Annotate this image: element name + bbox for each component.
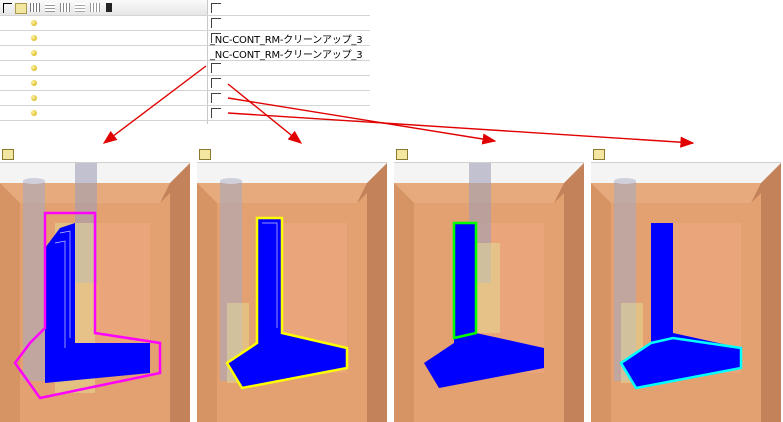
toolpath-render [197,163,387,422]
viewport-canvas[interactable] [591,163,781,422]
operation-tree: _NC-CONT_RM-クリーンアップ_3 _NC-CONT_RM-クリーンアッ… [0,0,370,124]
tree-row[interactable] [0,90,370,106]
viewport-icon [199,149,211,160]
viewport-canvas[interactable] [394,163,584,422]
viewport-titlebar [0,145,190,163]
visibility-checkbox[interactable] [211,93,221,103]
grid-icon[interactable] [30,3,40,12]
viewport-panel-2[interactable] [197,145,387,422]
tree-row-selected[interactable]: _NC-CONT_RM-クリーンアップ_3 [0,45,370,61]
visibility-checkbox[interactable] [211,3,221,13]
visibility-checkbox[interactable] [211,18,221,28]
operation-icon [31,20,37,26]
visibility-checkbox[interactable] [211,33,221,43]
tree-row[interactable] [0,75,370,91]
operation-icon [31,65,37,71]
visibility-checkbox[interactable] [211,63,221,73]
operation-icon [31,50,37,56]
visibility-checkbox[interactable] [211,108,221,118]
toolpath-render [0,163,190,422]
viewport-icon [593,149,605,160]
viewport-icon [396,149,408,160]
viewport-canvas[interactable] [197,163,387,422]
viewport-panel-4[interactable] [591,145,781,422]
operation-icon [31,95,37,101]
viewport-titlebar [394,145,584,163]
viewport-panel-1[interactable] [0,145,190,422]
tree-row[interactable]: _NC-CONT_RM-クリーンアップ_3 [0,30,370,46]
tree-row[interactable] [0,0,370,16]
dropdown-icon[interactable] [106,3,112,12]
viewport-titlebar [591,145,781,163]
tree-row[interactable] [0,15,370,31]
row-name: _NC-CONT_RM-クリーンアップ_3 [210,50,363,61]
viewport-panel-3[interactable] [394,145,584,422]
operation-icon [31,35,37,41]
viewport-canvas[interactable] [0,163,190,422]
viewport-icon [2,149,14,160]
toolpath-render [591,163,781,422]
operation-icon [31,80,37,86]
tree-row[interactable] [0,60,370,76]
list-icon[interactable] [45,3,55,12]
operation-icon [31,110,37,116]
grid-icon-2[interactable] [60,3,70,12]
column-separator [207,0,208,124]
grid-icon-3[interactable] [90,3,100,12]
row-name: _NC-CONT_RM-クリーンアップ_3 [210,35,363,46]
viewport-titlebar [197,145,387,163]
folder-icon[interactable] [15,3,27,14]
tree-icon[interactable] [3,3,12,13]
toolpath-render [394,163,584,422]
tree-row[interactable] [0,105,370,121]
visibility-checkbox[interactable] [211,78,221,88]
list-icon-2[interactable] [75,3,85,12]
